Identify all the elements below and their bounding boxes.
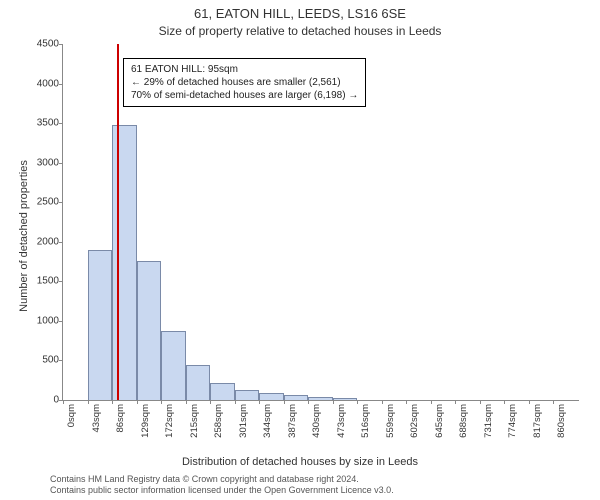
histogram-bar <box>308 397 333 400</box>
histogram-bar <box>284 395 309 400</box>
x-tick-mark <box>186 400 187 404</box>
x-tick-mark <box>382 400 383 404</box>
x-tick-label: 258sqm <box>213 404 224 438</box>
x-tick-mark <box>308 400 309 404</box>
chart-title-sub: Size of property relative to detached ho… <box>0 24 600 38</box>
x-tick-label: 774sqm <box>507 404 518 438</box>
annotation-box: 61 EATON HILL: 95sqm← 29% of detached ho… <box>123 58 366 107</box>
histogram-bar <box>210 383 235 400</box>
y-tick-label: 3500 <box>29 118 59 129</box>
x-axis-label: Distribution of detached houses by size … <box>0 456 600 468</box>
x-tick-mark <box>284 400 285 404</box>
reference-line <box>117 44 119 400</box>
histogram-bar <box>186 365 211 400</box>
y-tick-label: 4000 <box>29 78 59 89</box>
y-tick-label: 1500 <box>29 276 59 287</box>
y-tick-mark <box>59 360 63 361</box>
x-tick-label: 559sqm <box>385 404 396 438</box>
x-tick-label: 645sqm <box>434 404 445 438</box>
x-tick-label: 731sqm <box>483 404 494 438</box>
y-tick-label: 2000 <box>29 236 59 247</box>
annotation-line: 61 EATON HILL: 95sqm <box>131 63 358 76</box>
x-tick-mark <box>529 400 530 404</box>
y-tick-mark <box>59 44 63 45</box>
x-tick-mark <box>161 400 162 404</box>
x-tick-mark <box>112 400 113 404</box>
y-tick-label: 1000 <box>29 315 59 326</box>
x-tick-label: 430sqm <box>311 404 322 438</box>
annotation-line: 70% of semi-detached houses are larger (… <box>131 89 358 102</box>
histogram-bar <box>235 390 260 400</box>
annotation-line: ← 29% of detached houses are smaller (2,… <box>131 76 358 89</box>
x-tick-label: 860sqm <box>556 404 567 438</box>
y-tick-mark <box>59 242 63 243</box>
x-tick-label: 172sqm <box>164 404 175 438</box>
x-tick-mark <box>137 400 138 404</box>
histogram-bar <box>88 250 113 400</box>
y-tick-mark <box>59 281 63 282</box>
x-tick-label: 516sqm <box>360 404 371 438</box>
x-tick-mark <box>88 400 89 404</box>
x-tick-label: 0sqm <box>66 404 77 427</box>
x-tick-mark <box>431 400 432 404</box>
x-tick-mark <box>455 400 456 404</box>
y-tick-mark <box>59 321 63 322</box>
x-tick-mark <box>333 400 334 404</box>
x-tick-label: 86sqm <box>115 404 126 433</box>
x-tick-label: 43sqm <box>91 404 102 433</box>
footer-line-1: Contains HM Land Registry data © Crown c… <box>50 474 394 485</box>
x-tick-mark <box>235 400 236 404</box>
y-tick-mark <box>59 123 63 124</box>
histogram-bar <box>161 331 186 400</box>
chart-title-main: 61, EATON HILL, LEEDS, LS16 6SE <box>0 6 600 21</box>
x-tick-mark <box>406 400 407 404</box>
histogram-bar <box>259 393 284 400</box>
x-tick-mark <box>504 400 505 404</box>
x-tick-mark <box>210 400 211 404</box>
x-tick-label: 129sqm <box>140 404 151 438</box>
x-tick-label: 473sqm <box>336 404 347 438</box>
y-tick-mark <box>59 202 63 203</box>
y-tick-label: 3000 <box>29 157 59 168</box>
y-tick-mark <box>59 84 63 85</box>
x-tick-mark <box>63 400 64 404</box>
x-tick-label: 817sqm <box>532 404 543 438</box>
y-tick-label: 4500 <box>29 39 59 50</box>
footer-attribution: Contains HM Land Registry data © Crown c… <box>50 474 394 496</box>
histogram-bar <box>137 261 162 400</box>
x-tick-label: 688sqm <box>458 404 469 438</box>
footer-line-2: Contains public sector information licen… <box>50 485 394 496</box>
x-tick-mark <box>553 400 554 404</box>
x-tick-mark <box>357 400 358 404</box>
x-tick-label: 344sqm <box>262 404 273 438</box>
x-tick-label: 602sqm <box>409 404 420 438</box>
x-tick-label: 301sqm <box>238 404 249 438</box>
x-tick-label: 387sqm <box>287 404 298 438</box>
y-tick-label: 2500 <box>29 197 59 208</box>
plot-area: 0500100015002000250030003500400045000sqm… <box>62 44 579 401</box>
y-tick-label: 500 <box>29 355 59 366</box>
x-tick-mark <box>480 400 481 404</box>
y-tick-mark <box>59 163 63 164</box>
histogram-bar <box>112 125 137 400</box>
histogram-bar <box>333 398 358 400</box>
x-tick-mark <box>259 400 260 404</box>
x-tick-label: 215sqm <box>189 404 200 438</box>
y-tick-label: 0 <box>29 395 59 406</box>
